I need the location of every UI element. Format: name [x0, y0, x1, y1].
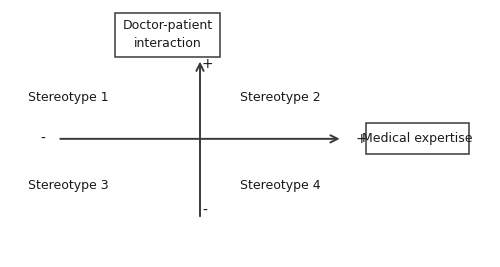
- Text: Stereotype 1: Stereotype 1: [28, 91, 108, 104]
- Text: Medical expertise: Medical expertise: [362, 132, 473, 145]
- Text: -: -: [40, 132, 45, 146]
- FancyBboxPatch shape: [366, 123, 469, 154]
- Text: Stereotype 4: Stereotype 4: [240, 179, 320, 192]
- Text: Stereotype 3: Stereotype 3: [28, 179, 108, 192]
- Text: Doctor-patient
interaction: Doctor-patient interaction: [122, 19, 212, 50]
- FancyBboxPatch shape: [115, 13, 220, 57]
- Text: +: +: [202, 57, 213, 71]
- Text: +: +: [355, 132, 366, 146]
- Text: -: -: [202, 204, 207, 218]
- Text: Stereotype 2: Stereotype 2: [240, 91, 320, 104]
